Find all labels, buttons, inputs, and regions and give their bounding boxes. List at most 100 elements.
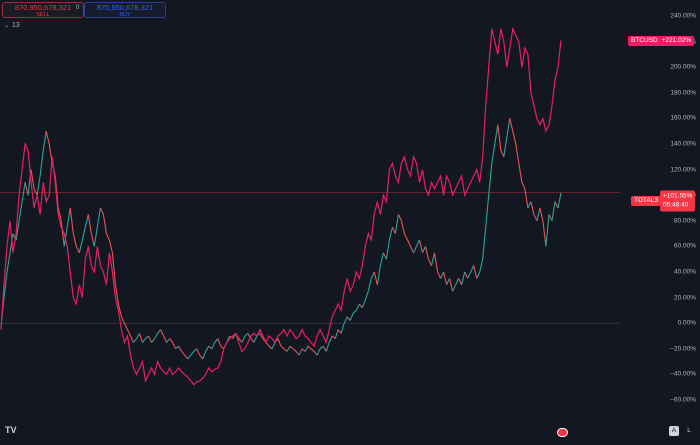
total3-candle xyxy=(458,278,463,286)
total3-candle xyxy=(102,214,107,234)
total3-candle xyxy=(346,316,351,321)
total3-candle xyxy=(325,342,330,352)
total3-candle xyxy=(148,335,152,343)
price-axis-tick: 40.00% xyxy=(673,268,696,276)
total3-candle xyxy=(403,233,408,241)
total3-candle xyxy=(157,329,162,334)
total3-candle xyxy=(479,259,484,273)
total3-candle xyxy=(6,252,11,273)
total3-candle xyxy=(45,131,50,145)
total3-candle xyxy=(295,351,300,356)
total3-candle xyxy=(93,227,98,247)
chevron-down-icon: ⌄ xyxy=(4,23,10,29)
total3-candle xyxy=(428,258,432,266)
total3-candle xyxy=(292,348,297,352)
total3-candle xyxy=(250,338,255,343)
total3-candle xyxy=(208,345,213,350)
sell-button[interactable]: 870,950,678,321 SELL xyxy=(2,2,84,18)
total3-candle xyxy=(328,335,333,343)
buy-button[interactable]: 870,950,678,321 BUY xyxy=(84,2,166,18)
total3-candle xyxy=(277,338,282,347)
tradingview-logo[interactable]: TV xyxy=(5,425,17,435)
total3-candle xyxy=(136,333,140,339)
total3-candle xyxy=(536,207,541,221)
total3-candle xyxy=(123,322,128,330)
total3-candle xyxy=(154,333,159,339)
total3-candle xyxy=(241,335,246,343)
total3-candle xyxy=(539,207,544,221)
total3-candle xyxy=(509,118,514,132)
total3-candle xyxy=(78,239,83,253)
total3-candle xyxy=(424,246,430,260)
total3-candle xyxy=(90,233,95,247)
log-scale-button[interactable]: L xyxy=(687,427,691,434)
price-axis-tick: 60.00% xyxy=(673,242,696,250)
total3-candle xyxy=(367,278,372,292)
total3-candle xyxy=(391,226,396,234)
total3-candle xyxy=(304,345,309,352)
total3-candle xyxy=(310,348,315,352)
total3-candle xyxy=(416,239,420,247)
total3-candle xyxy=(355,303,360,311)
total3-candle xyxy=(340,323,345,334)
total3-candle xyxy=(455,278,460,286)
total3-candle xyxy=(42,131,47,151)
total3-candle xyxy=(283,348,288,352)
total3-candle xyxy=(205,345,210,352)
total3-candle xyxy=(433,252,439,273)
price-axis-tick: 20.00% xyxy=(673,294,696,302)
price-axis-tick: 200.00% xyxy=(670,63,696,71)
total3-candle xyxy=(175,345,179,350)
total3-series-candles xyxy=(0,118,562,360)
total3-candle xyxy=(75,246,80,254)
total3-candle xyxy=(172,342,177,350)
total3-candle xyxy=(518,163,523,183)
total3-candle xyxy=(361,299,366,309)
total3-candle xyxy=(166,338,171,343)
total3-candle xyxy=(202,351,207,360)
total3-candle xyxy=(280,345,285,350)
total3-candle xyxy=(18,201,23,221)
total3-candle xyxy=(72,233,77,247)
total3-candle xyxy=(244,332,249,337)
total3-candle xyxy=(57,207,62,221)
total3-candle xyxy=(500,150,505,158)
price-axis-tick: 160.00% xyxy=(670,114,696,122)
total3-candle xyxy=(33,188,38,196)
total3-candle xyxy=(111,252,116,285)
chart-area[interactable] xyxy=(0,0,620,445)
total3-candle xyxy=(449,278,454,292)
total3-candle xyxy=(66,207,71,228)
position-count-toggle[interactable]: ⌄ 13 xyxy=(4,22,20,29)
total3-candle xyxy=(373,271,378,285)
auto-scale-button[interactable]: A xyxy=(669,426,679,436)
go-to-realtime-button[interactable] xyxy=(557,428,568,437)
total3-candle xyxy=(430,252,436,266)
price-axis[interactable]: 240.00%220.00%200.00%180.00%160.00%140.0… xyxy=(620,0,700,445)
total3-candle xyxy=(385,239,390,260)
total3-candle xyxy=(145,335,149,340)
total3-candle xyxy=(163,335,168,343)
price-axis-tick: 240.00% xyxy=(670,12,696,20)
total3-candle xyxy=(151,338,155,343)
total3-candle xyxy=(130,335,134,343)
total3-candle xyxy=(24,182,29,196)
total3-candle xyxy=(319,345,324,350)
total3-symbol-tag: TOTAL3 xyxy=(631,196,661,206)
total3-candle xyxy=(190,351,195,356)
total3-candle xyxy=(217,338,222,347)
total3-candle xyxy=(422,246,426,254)
total3-candle xyxy=(316,348,321,356)
price-axis-tick: −40.00% xyxy=(670,370,696,378)
total3-candle xyxy=(476,271,481,279)
total3-candle xyxy=(349,312,354,321)
total3-candle xyxy=(3,271,8,298)
total3-candle xyxy=(265,342,270,347)
total3-candle xyxy=(117,303,122,317)
total3-candle xyxy=(114,284,119,305)
total3-candle xyxy=(545,214,550,247)
total3-candle xyxy=(397,214,402,222)
total3-candle xyxy=(187,354,192,360)
total3-candle xyxy=(440,271,445,279)
total3-candle xyxy=(87,214,92,234)
